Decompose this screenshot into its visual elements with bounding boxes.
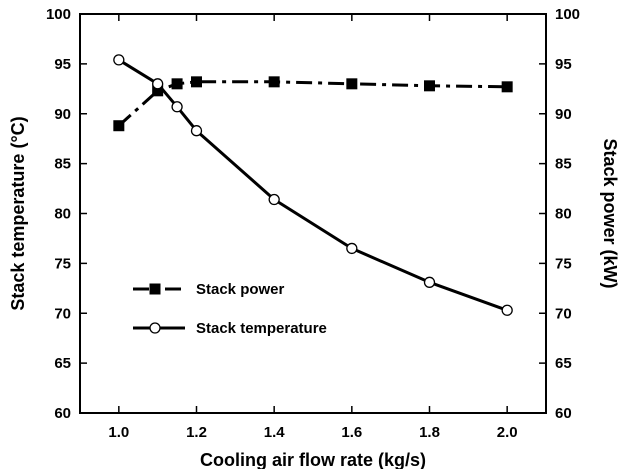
data-point-circle [346,242,358,255]
data-point-circle [501,304,513,316]
series-line-stack-temperature [118,58,508,312]
left-y-axis-label: Stack temperature (°C) [8,116,28,310]
data-point-circle [190,125,203,137]
data-point-square [191,76,202,88]
y-tick-label-right: 70 [555,305,572,322]
y-tick-label-left: 90 [54,106,71,123]
legend: Stack power Stack temperature [133,281,327,337]
y-tick-label-right: 95 [555,56,572,73]
legend-label: Stack temperature [196,320,327,337]
y-tick-label-right: 60 [555,405,572,422]
y-tick-label-left: 65 [54,355,71,372]
y-tick-label-right: 75 [555,255,572,272]
axes: 1.0 1.2 1.4 1.6 1.8 2.0 60 60 65 65 70 70 75 75 80 80 85… [46,6,580,441]
y-tick-label-left: 100 [46,6,71,23]
plot-series [113,54,513,316]
y-tick-label-right: 100 [555,6,580,23]
x-axis-label: Cooling air flow rate (kg/s) [200,450,426,469]
y-tick-label-left: 75 [54,255,71,272]
data-point-circle [152,78,164,90]
data-point-square [501,81,513,93]
data-point-square [113,120,125,132]
data-point-square [152,85,164,97]
y-tick-label-left: 70 [54,305,71,322]
data-point-square [268,76,280,88]
data-point-square [424,80,435,92]
data-point-circle [423,276,436,288]
y-tick-label-left: 80 [54,206,71,223]
x-tick-label: 1.6 [341,424,362,441]
x-tick-label: 1.4 [264,424,286,441]
x-tick-label: 1.2 [186,424,207,441]
right-y-axis-label: Stack power (kW) [600,138,620,288]
x-tick-label: 1.8 [419,424,440,441]
y-tick-label-left: 85 [54,156,71,173]
y-tick-label-left: 95 [54,56,71,73]
data-point-circle [171,101,183,113]
y-tick-label-right: 80 [555,206,572,223]
data-point-square [149,283,161,295]
y-tick-label-right: 85 [555,156,572,173]
data-point-circle [268,193,280,206]
y-tick-label-left: 60 [54,405,71,422]
x-tick-label: 2.0 [497,424,518,441]
data-point-circle [113,54,125,66]
data-point-circle [149,322,161,334]
data-point-square [171,78,183,90]
y-tick-label-right: 65 [555,355,572,372]
plot-frame [79,13,547,414]
x-tick-label: 1.0 [108,424,129,441]
legend-label: Stack power [196,281,285,298]
y-tick-label-right: 90 [555,106,572,123]
data-point-square [346,78,358,90]
